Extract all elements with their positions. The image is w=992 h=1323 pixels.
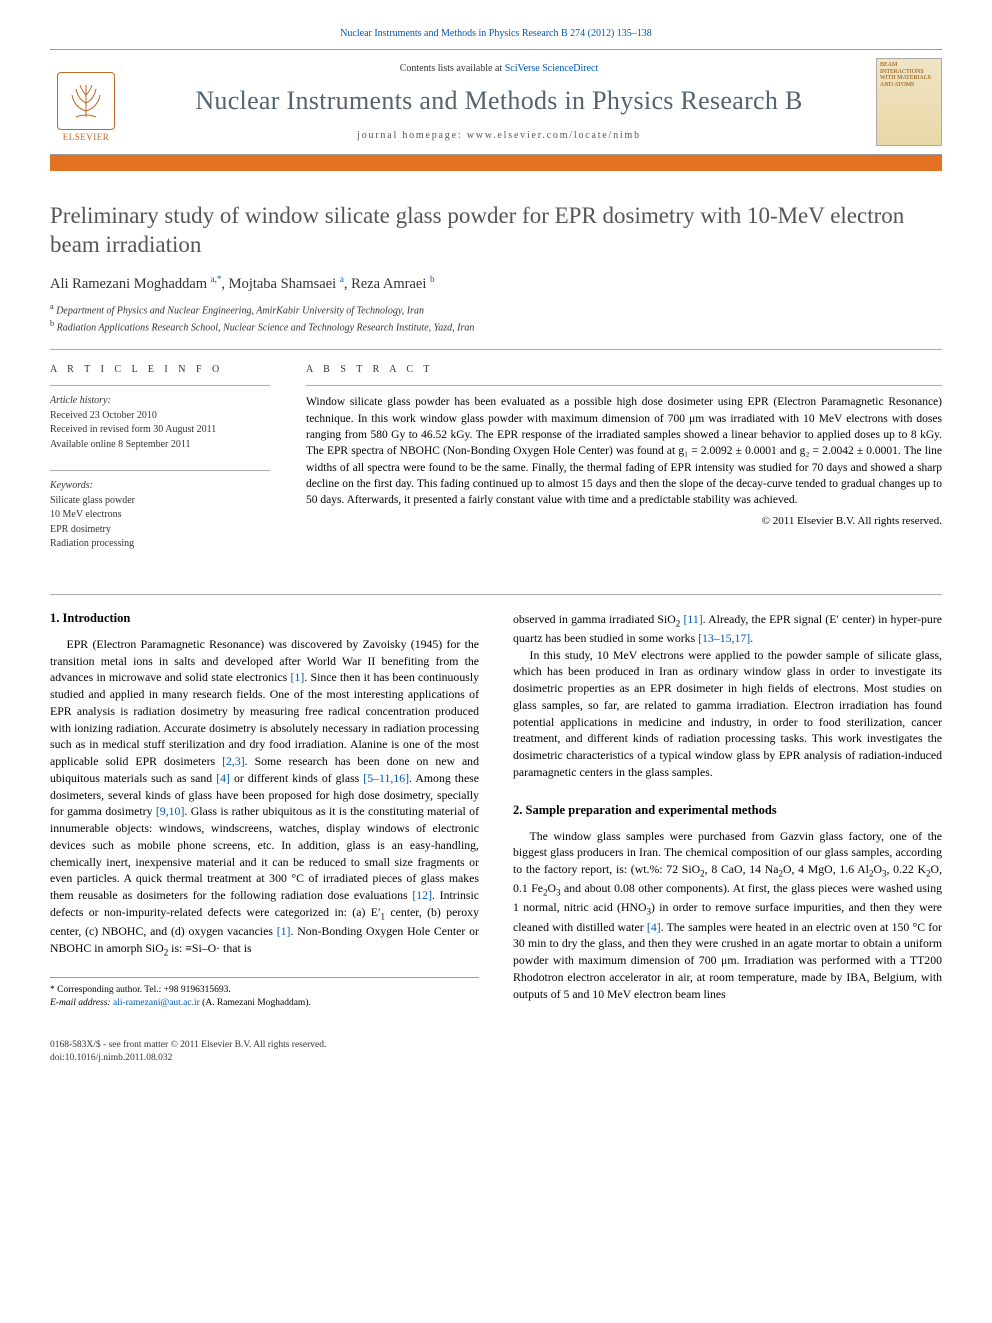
column-right: observed in gamma irradiated SiO2 [11]. …	[513, 611, 942, 1010]
history-line: Received in revised form 30 August 2011	[50, 424, 216, 435]
article-title: Preliminary study of window silicate gla…	[50, 201, 942, 260]
homepage-line: journal homepage: www.elsevier.com/locat…	[140, 130, 858, 141]
affiliation-b: b Radiation Applications Research School…	[50, 318, 942, 335]
section-heading-2: 2. Sample preparation and experimental m…	[513, 803, 942, 818]
journal-masthead: Nuclear Instruments and Methods in Physi…	[0, 0, 992, 155]
publisher-logo-text: ELSEVIER	[63, 132, 110, 142]
elsevier-tree-icon	[57, 72, 115, 130]
paragraph: EPR (Electron Paramagnetic Resonance) wa…	[50, 636, 479, 959]
homepage-label: journal homepage:	[357, 130, 467, 141]
history-line: Available online 8 September 2011	[50, 439, 191, 450]
corr-name: (A. Ramezani Moghaddam).	[202, 998, 311, 1008]
contents-prefix: Contents lists available at	[400, 63, 505, 74]
history-heading: Article history:	[50, 395, 111, 406]
homepage-url[interactable]: www.elsevier.com/locate/nimb	[467, 130, 641, 141]
keyword: Radiation processing	[50, 538, 134, 549]
affiliation-a: a Department of Physics and Nuclear Engi…	[50, 301, 942, 318]
paragraph: observed in gamma irradiated SiO2 [11]. …	[513, 611, 942, 647]
history-line: Received 23 October 2010	[50, 410, 157, 421]
publisher-logo[interactable]: ELSEVIER	[50, 62, 122, 142]
abstract: A B S T R A C T Window silicate glass po…	[306, 364, 942, 570]
info-label: A R T I C L E I N F O	[50, 364, 270, 375]
column-left: 1. Introduction EPR (Electron Paramagnet…	[50, 611, 479, 1010]
body-columns: 1. Introduction EPR (Electron Paramagnet…	[0, 595, 992, 1040]
paragraph: The window glass samples were purchased …	[513, 828, 942, 1003]
corresponding-author: * Corresponding author. Tel.: +98 919631…	[50, 977, 479, 1010]
author-list: Ali Ramezani Moghaddam a,*, Mojtaba Sham…	[50, 274, 942, 293]
section-heading-1: 1. Introduction	[50, 611, 479, 626]
email-label: E-mail address:	[50, 998, 113, 1008]
accent-bar	[50, 155, 942, 171]
corr-email-link[interactable]: ali-ramezani@aut.ac.ir	[113, 998, 200, 1008]
contents-line: Contents lists available at SciVerse Sci…	[140, 63, 858, 74]
article-header: Preliminary study of window silicate gla…	[0, 171, 992, 349]
keywords-heading: Keywords:	[50, 480, 93, 491]
citation-link[interactable]: Nuclear Instruments and Methods in Physi…	[340, 28, 652, 39]
sciencedirect-link[interactable]: SciVerse ScienceDirect	[505, 63, 599, 74]
footer-copyright: 0168-583X/$ - see front matter © 2011 El…	[50, 1039, 942, 1052]
journal-name: Nuclear Instruments and Methods in Physi…	[140, 86, 858, 116]
masthead-center: Contents lists available at SciVerse Sci…	[140, 63, 858, 141]
info-abstract-row: A R T I C L E I N F O Article history: R…	[0, 350, 992, 594]
keywords-block: Keywords: Silicate glass powder 10 MeV e…	[50, 479, 270, 552]
article-history: Article history: Received 23 October 201…	[50, 394, 270, 452]
footer-doi: doi:10.1016/j.nimb.2011.08.032	[50, 1052, 942, 1065]
abstract-label: A B S T R A C T	[306, 364, 942, 375]
paragraph: In this study, 10 MeV electrons were app…	[513, 647, 942, 781]
keyword: 10 MeV electrons	[50, 509, 121, 520]
page-footer: 0168-583X/$ - see front matter © 2011 El…	[0, 1039, 992, 1095]
corr-tel: * Corresponding author. Tel.: +98 919631…	[50, 984, 479, 997]
citation: Nuclear Instruments and Methods in Physi…	[50, 28, 942, 39]
abstract-text: Window silicate glass powder has been ev…	[306, 394, 942, 508]
abstract-copyright: © 2011 Elsevier B.V. All rights reserved…	[306, 515, 942, 527]
article-info: A R T I C L E I N F O Article history: R…	[50, 364, 270, 570]
keyword: Silicate glass powder	[50, 495, 135, 506]
journal-cover-thumb[interactable]: BEAM INTERACTIONS WITH MATERIALS AND ATO…	[876, 58, 942, 146]
masthead-row: ELSEVIER Contents lists available at Sci…	[50, 49, 942, 155]
keyword: EPR dosimetry	[50, 524, 111, 535]
